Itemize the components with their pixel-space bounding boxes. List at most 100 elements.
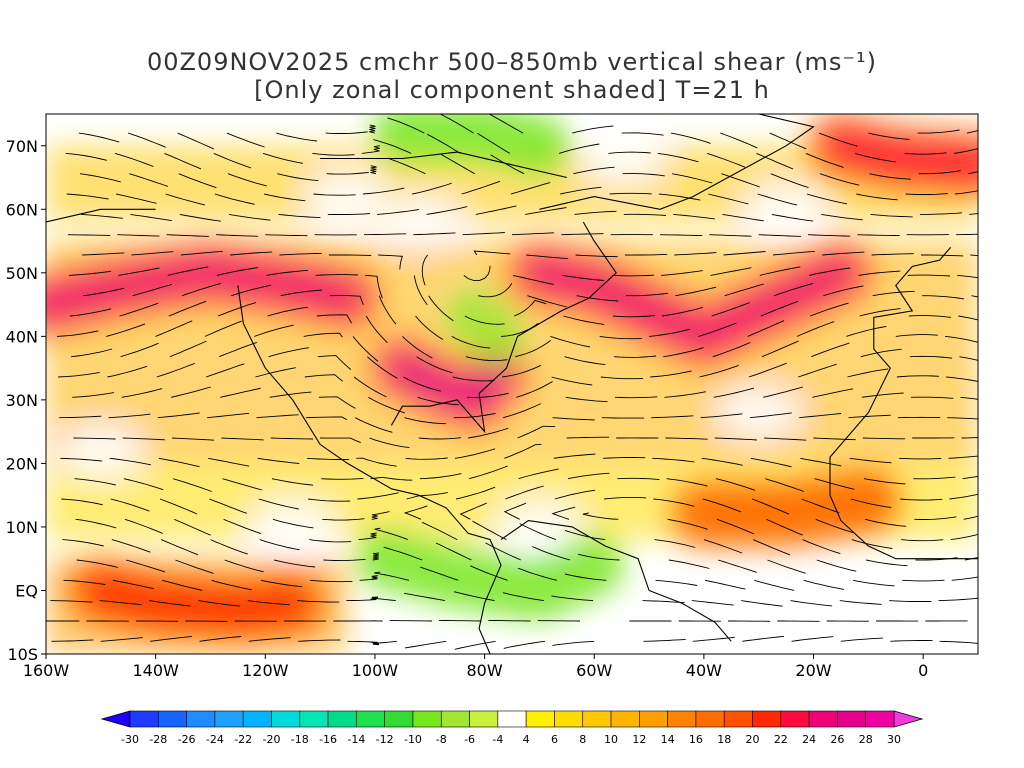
colorbar-box: [837, 710, 867, 728]
calm-patch: [583, 136, 660, 181]
colorbar-high-arrow: [893, 710, 924, 728]
lat-tick-label: 20N: [6, 454, 38, 473]
colorbar-label: 20: [746, 733, 760, 746]
colorbar: -30 -28 -26 -24 -22 -20 -18 -16 -14 -12 -10 -8 -6 -4 4…: [100, 710, 924, 746]
colorbar-label: -20: [262, 733, 280, 746]
colorbar-box: [469, 710, 499, 728]
colorbar-box: [695, 710, 725, 728]
colorbar-label: -26: [178, 733, 196, 746]
colorbar-box: [497, 710, 527, 728]
colorbar-box: [752, 710, 782, 728]
lat-tick-label: 50N: [6, 264, 38, 283]
lat-tick-label: EQ: [15, 581, 38, 600]
lon-tick-label: 40W: [686, 661, 722, 680]
colorbar-label: -14: [347, 733, 365, 746]
colorbar-box: [384, 710, 414, 728]
colorbar-label: 22: [774, 733, 788, 746]
colorbar-label: 6: [551, 733, 558, 746]
lon-tick-label: 80W: [466, 661, 502, 680]
colorbar-label: 28: [859, 733, 873, 746]
coastline: [237, 285, 502, 654]
jet-stream-core: [46, 255, 365, 322]
colorbar-label: -4: [492, 733, 503, 746]
colorbar-label: 30: [887, 733, 901, 746]
map-frame: [45, 113, 979, 655]
colorbar-label: -8: [436, 733, 447, 746]
colorbar-box: [780, 710, 810, 728]
map-subtitle: [Only zonal component shaded] T=21 h: [254, 76, 770, 104]
jet-stream-core: [522, 255, 858, 354]
colorbar-box: [271, 710, 301, 728]
colorbar-label: 12: [632, 733, 646, 746]
lat-tick-label: 10N: [6, 518, 38, 537]
colorbar-label: -30: [121, 733, 139, 746]
jet-stream-core: [83, 573, 310, 627]
colorbar-box: [554, 710, 584, 728]
lat-tick-label: 40N: [6, 327, 38, 346]
colorbar-box: [186, 710, 216, 728]
colorbar-label: -16: [319, 733, 337, 746]
easterly-zone: [355, 528, 625, 621]
coastline: [320, 151, 567, 179]
colorbar-box: [525, 710, 555, 728]
colorbar-label: -24: [206, 733, 224, 746]
easterly-zone: [443, 287, 526, 367]
colorbar-box: [412, 710, 442, 728]
colorbar-box: [242, 710, 272, 728]
lat-tick-label: 60N: [6, 200, 38, 219]
colorbar-box: [808, 710, 838, 728]
lon-tick-label: 100W: [352, 661, 399, 680]
calm-patch: [748, 187, 825, 232]
colorbar-label: -28: [149, 733, 167, 746]
colorbar-box: [610, 710, 640, 728]
colorbar-box: [639, 710, 668, 728]
map-title: 00Z09NOV2025 cmchr 500–850mb vertical sh…: [146, 48, 878, 76]
lat-tick-label: 70N: [6, 137, 38, 156]
colorbar-label: -12: [376, 733, 394, 746]
colorbar-label: 18: [717, 733, 731, 746]
lon-tick-label: 60W: [576, 661, 612, 680]
coastlines: [46, 114, 978, 654]
jet-stream-core: [385, 351, 513, 417]
colorbar-box: [214, 710, 244, 728]
lon-tick-label: 160W: [23, 661, 70, 680]
colorbar-label: 26: [830, 733, 844, 746]
calm-patch: [254, 504, 331, 549]
colorbar-box: [582, 710, 612, 728]
colorbar-box: [299, 710, 329, 728]
map-area: [46, 114, 978, 654]
jet-stream-core: [823, 128, 978, 182]
coastline: [500, 520, 732, 642]
colorbar-label: 10: [604, 733, 618, 746]
longitude-axis: 160W 140W 120W 100W 80W 60W 40W 20W 0: [23, 654, 928, 680]
streamline-paths: [46, 114, 978, 650]
lon-tick-label: 0: [918, 661, 928, 680]
colorbar-box: [157, 710, 187, 728]
colorbar-label: 4: [523, 733, 530, 746]
calm-patch: [62, 428, 139, 473]
lat-tick-label: 30N: [6, 391, 38, 410]
colorbar-label: -18: [291, 733, 309, 746]
coastline: [829, 494, 978, 560]
colorbar-label: -22: [234, 733, 252, 746]
colorbar-label: 16: [689, 733, 703, 746]
lat-tick-label: 10S: [7, 645, 38, 664]
colorbar-box: [327, 710, 357, 728]
colorbar-box: [356, 710, 385, 728]
coastline: [539, 114, 815, 210]
calm-patch: [380, 200, 457, 244]
calm-patch: [309, 174, 386, 219]
colorbar-box: [440, 710, 470, 728]
streamlines: [46, 114, 978, 650]
colorbar-low-arrow: [100, 710, 131, 728]
colorbar-label: 8: [579, 733, 586, 746]
lon-tick-label: 20W: [795, 661, 831, 680]
colorbar-label: -6: [464, 733, 475, 746]
calm-patch: [501, 504, 578, 549]
colorbar-label: 24: [802, 733, 816, 746]
easterly-zone: [372, 114, 570, 176]
colorbar-box: [667, 710, 697, 728]
jet-stream-core: [686, 484, 886, 532]
calm-patch: [720, 390, 797, 435]
